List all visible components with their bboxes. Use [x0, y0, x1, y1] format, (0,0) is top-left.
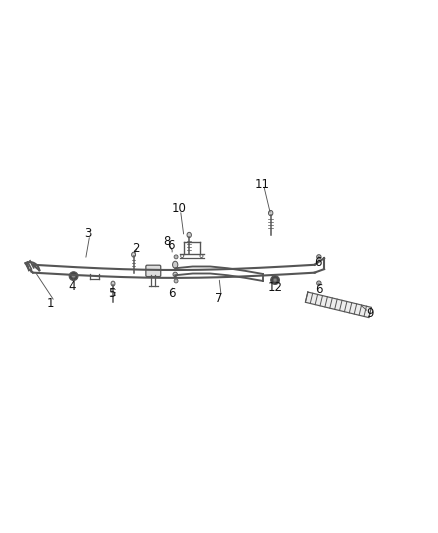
Text: 2: 2	[132, 243, 140, 255]
Ellipse shape	[273, 278, 277, 282]
Text: 3: 3	[84, 227, 91, 240]
Text: 6: 6	[315, 283, 323, 296]
Text: 7: 7	[215, 292, 223, 304]
Text: 10: 10	[171, 202, 186, 215]
Ellipse shape	[174, 279, 178, 283]
Text: 9: 9	[366, 308, 374, 320]
Text: 6: 6	[168, 287, 176, 300]
Ellipse shape	[317, 255, 321, 259]
Ellipse shape	[173, 261, 178, 268]
Ellipse shape	[271, 276, 279, 285]
Ellipse shape	[131, 252, 136, 257]
Ellipse shape	[173, 272, 177, 277]
Text: 6: 6	[167, 239, 175, 252]
Ellipse shape	[187, 232, 191, 238]
Text: 4: 4	[68, 280, 76, 293]
Ellipse shape	[69, 272, 78, 280]
Ellipse shape	[174, 255, 178, 259]
Text: 8: 8	[163, 235, 170, 248]
Ellipse shape	[111, 281, 115, 286]
FancyBboxPatch shape	[146, 265, 161, 277]
Text: 11: 11	[254, 177, 269, 191]
Ellipse shape	[317, 281, 321, 285]
Polygon shape	[305, 292, 371, 318]
Text: 12: 12	[268, 281, 283, 294]
Ellipse shape	[200, 254, 203, 257]
Text: 6: 6	[314, 256, 321, 269]
Text: 5: 5	[108, 287, 115, 300]
Ellipse shape	[71, 274, 76, 278]
Ellipse shape	[268, 211, 273, 216]
Text: 1: 1	[46, 297, 54, 310]
Ellipse shape	[180, 254, 184, 257]
